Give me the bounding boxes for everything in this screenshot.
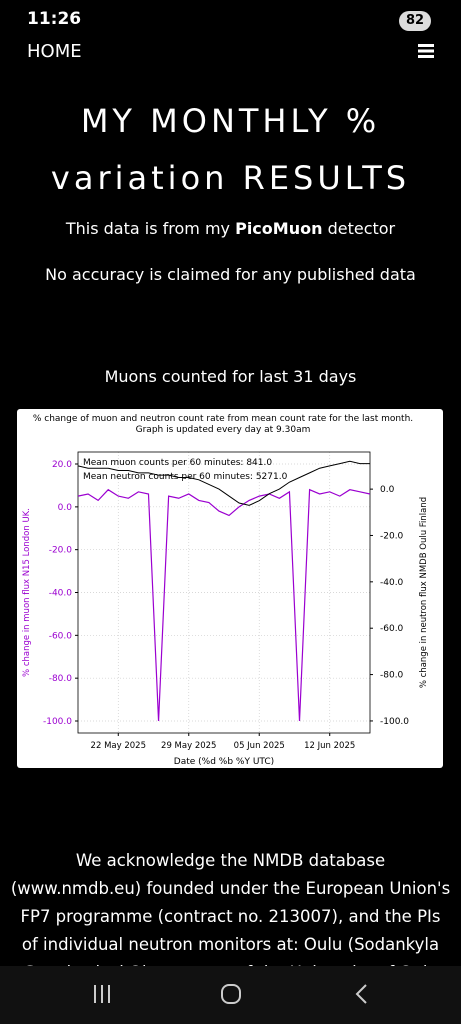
- y-axis-label: % change in muon flux N15 London UK.: [22, 508, 32, 677]
- y2-tick-label: -80.0: [380, 671, 404, 681]
- status-time: 11:26: [27, 9, 82, 29]
- brand: PicoMuon: [235, 219, 323, 238]
- y2-tick-label: -60.0: [380, 624, 404, 634]
- legend-note: Mean neutron counts per 60 minutes: 5271…: [83, 472, 288, 482]
- y-tick-label: -60.0: [49, 631, 73, 641]
- system-nav: [0, 966, 461, 1024]
- y-tick-label: 0.0: [58, 503, 73, 513]
- y2-tick-label: 0.0: [380, 485, 395, 495]
- y2-tick-label: -20.0: [380, 531, 404, 541]
- text: detector: [322, 219, 396, 238]
- intro-line: No accuracy is claimed for any published…: [45, 265, 416, 284]
- nav-home[interactable]: HOME: [27, 41, 82, 62]
- hero-title: MY MONTHLY % variation RESULTS: [0, 93, 461, 207]
- x-tick-label: 05 Jun 2025: [234, 741, 285, 751]
- chart-heading: Muons counted for last 31 days: [104, 367, 357, 386]
- y-tick-label: -20.0: [49, 546, 73, 556]
- intro-line: This data is from my PicoMuon detector: [0, 219, 461, 238]
- y2-axis-label: % change in neutron flux NMDB Oulu Finla…: [419, 497, 429, 688]
- y2-tick-label: -100.0: [380, 717, 409, 727]
- text: This data is from my: [65, 219, 236, 238]
- hero-line: MY MONTHLY %: [80, 102, 381, 140]
- hero-line: variation RESULTS: [50, 159, 411, 197]
- system-nav-icons: [94, 984, 367, 1004]
- chart-subtitle: Graph is updated every day at 9.30am: [136, 425, 311, 435]
- legend-note: Mean muon counts per 60 minutes: 841.0: [83, 458, 272, 468]
- series-line: [77, 460, 370, 506]
- plot-frame: [77, 451, 371, 734]
- x-axis-label: Date (%d %b %Y UTC): [174, 757, 274, 767]
- series-line: [77, 488, 371, 722]
- chart-title: % change of muon and neutron count rate …: [33, 414, 413, 424]
- y-tick-label: 20.0: [52, 460, 72, 470]
- y2-tick-label: -40.0: [380, 578, 404, 588]
- x-tick-label: 22 May 2025: [91, 741, 146, 751]
- x-tick-label: 12 Jun 2025: [304, 741, 355, 751]
- chart: % change of muon and neutron count rate …: [17, 409, 443, 768]
- x-tick-label: 29 May 2025: [161, 741, 216, 751]
- battery: 82: [399, 11, 431, 31]
- menu-icon[interactable]: [418, 44, 434, 58]
- y-tick-label: -100.0: [43, 717, 72, 727]
- y-tick-label: -80.0: [49, 674, 73, 684]
- y-tick-label: -40.0: [49, 589, 73, 599]
